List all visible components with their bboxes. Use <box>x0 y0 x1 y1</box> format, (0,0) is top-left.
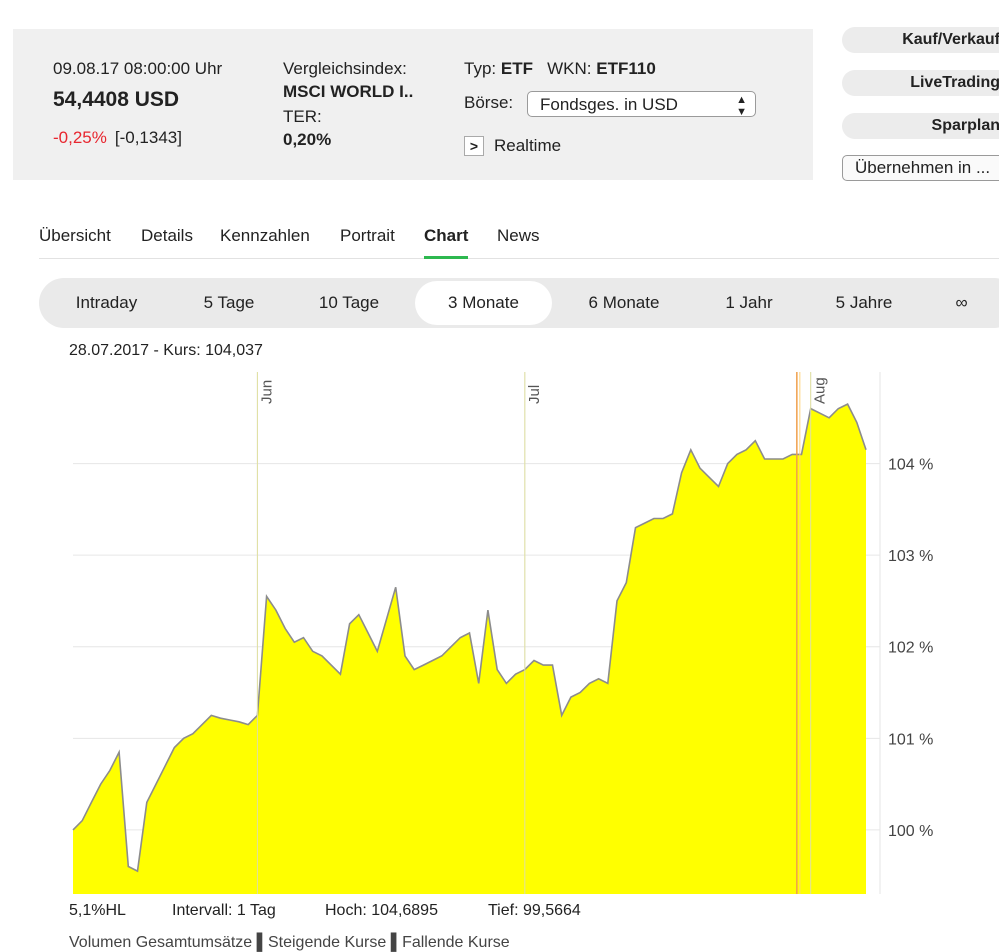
y-tick-label: 104 % <box>888 457 933 474</box>
chart-caption: 28.07.2017 - Kurs: 104,037 <box>69 342 263 359</box>
quote-change: -0,25% [-0,1343] <box>53 128 182 148</box>
wkn-value: ETF110 <box>596 59 656 78</box>
typ-value: ETF <box>500 59 533 78</box>
chart-legend: Volumen Gesamtumsätze ▌Steigende Kurse ▌… <box>69 934 510 951</box>
y-tick-label: 101 % <box>888 731 933 748</box>
change-absolute: [-0,1343] <box>114 128 182 147</box>
ter-label: TER: <box>283 107 322 126</box>
livetrading-button[interactable]: LiveTrading <box>842 70 999 96</box>
quote-price: 54,4408 USD <box>53 88 180 111</box>
tab-portrait[interactable]: Portrait <box>340 226 395 245</box>
quote-datetime: 09.08.17 08:00:00 Uhr <box>53 59 223 78</box>
tab-chart[interactable]: Chart <box>424 226 469 259</box>
x-month-label: Jul <box>526 385 543 404</box>
y-tick-label: 102 % <box>888 640 933 657</box>
transfer-select[interactable]: Übernehmen in ... <box>842 155 999 181</box>
chart-x-axis: Jun Jul Aug <box>258 377 828 404</box>
period-1-jahr[interactable]: 1 Jahr <box>725 293 773 312</box>
interval-info[interactable]: Intervall: 1 Tag <box>172 902 276 919</box>
chart-y-axis: 100 % 101 % 102 % 103 % 104 % <box>888 457 933 840</box>
period-6-monate[interactable]: 6 Monate <box>588 293 660 312</box>
hl-indicator[interactable]: 5,1%HL <box>69 902 126 919</box>
tab-uebersicht[interactable]: Übersicht <box>39 226 111 245</box>
typ-label: Typ: <box>464 59 497 78</box>
period-3-monate[interactable]: 3 Monate <box>415 281 552 325</box>
tab-kennzahlen[interactable]: Kennzahlen <box>220 226 310 245</box>
index-label: Vergleichsindex: <box>283 59 407 78</box>
high-value: Hoch: 104,6895 <box>325 902 438 919</box>
wkn-label: WKN: <box>547 59 592 78</box>
chart-area <box>72 372 867 894</box>
ter-value: 0,20% <box>283 130 332 149</box>
price-line <box>72 403 867 873</box>
quote-panel: 09.08.17 08:00:00 Uhr 54,4408 USD -0,25%… <box>13 29 813 180</box>
exchange-select-value: Fondsges. in USD <box>540 95 678 114</box>
change-percent: -0,25% <box>53 128 107 147</box>
period-selector: Intraday 5 Tage 10 Tage 3 Monate 6 Monat… <box>39 278 999 328</box>
period-max[interactable]: ∞ <box>955 293 968 312</box>
y-tick-label: 100 % <box>888 823 933 840</box>
period-intraday[interactable]: Intraday <box>75 293 138 312</box>
period-5-tage[interactable]: 5 Tage <box>203 293 255 312</box>
realtime-toggle-icon[interactable]: > <box>464 136 484 156</box>
select-arrows-icon: ▲ ▼ <box>736 94 747 118</box>
x-month-label: Aug <box>812 377 829 404</box>
tab-news[interactable]: News <box>497 226 540 245</box>
savings-plan-button[interactable]: Sparplan <box>842 113 999 139</box>
price-area <box>73 404 866 894</box>
x-month-label: Jun <box>258 380 275 404</box>
tab-details[interactable]: Details <box>141 226 193 245</box>
index-value: MSCI WORLD I.. <box>283 82 414 101</box>
exchange-label: Börse: <box>464 93 514 112</box>
low-value: Tief: 99,5664 <box>488 902 581 919</box>
y-tick-label: 103 % <box>888 548 933 565</box>
buy-sell-button[interactable]: Kauf/Verkauf <box>842 27 999 53</box>
tab-bar: Übersicht Details Kennzahlen Portrait Ch… <box>39 226 999 259</box>
realtime-link[interactable]: Realtime <box>494 136 562 155</box>
exchange-select[interactable]: Fondsges. in USD ▲ ▼ <box>527 91 756 118</box>
period-5-jahre[interactable]: 5 Jahre <box>835 293 893 312</box>
type-wkn-line: Typ: ETF WKN: ETF110 <box>464 59 656 79</box>
period-10-tage[interactable]: 10 Tage <box>318 293 380 312</box>
